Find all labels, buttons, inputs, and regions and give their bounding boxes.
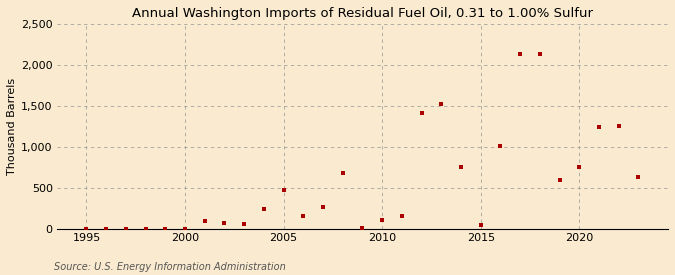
- Point: [219, 220, 230, 225]
- Point: [475, 222, 486, 227]
- Point: [121, 227, 132, 231]
- Point: [318, 204, 329, 209]
- Point: [495, 144, 506, 148]
- Point: [396, 213, 407, 218]
- Point: [535, 52, 545, 56]
- Point: [574, 165, 585, 169]
- Y-axis label: Thousand Barrels: Thousand Barrels: [7, 78, 17, 175]
- Point: [160, 227, 171, 231]
- Point: [357, 226, 368, 230]
- Point: [338, 171, 348, 175]
- Point: [614, 123, 624, 128]
- Point: [81, 227, 92, 231]
- Point: [436, 101, 447, 106]
- Point: [633, 174, 644, 179]
- Point: [239, 222, 250, 226]
- Point: [199, 219, 210, 223]
- Point: [416, 110, 427, 115]
- Point: [456, 165, 466, 169]
- Text: Source: U.S. Energy Information Administration: Source: U.S. Energy Information Administ…: [54, 262, 286, 272]
- Point: [259, 207, 269, 211]
- Point: [298, 214, 308, 218]
- Title: Annual Washington Imports of Residual Fuel Oil, 0.31 to 1.00% Sulfur: Annual Washington Imports of Residual Fu…: [132, 7, 593, 20]
- Point: [101, 227, 111, 231]
- Point: [554, 178, 565, 182]
- Point: [140, 227, 151, 231]
- Point: [377, 218, 387, 222]
- Point: [278, 188, 289, 192]
- Point: [515, 52, 526, 56]
- Point: [180, 227, 190, 231]
- Point: [593, 124, 604, 129]
